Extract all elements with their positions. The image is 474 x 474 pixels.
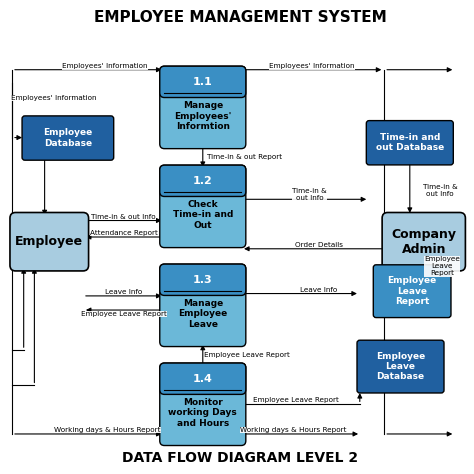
Text: EMPLOYEE MANAGEMENT SYSTEM: EMPLOYEE MANAGEMENT SYSTEM [94,10,386,26]
Text: Order Details: Order Details [295,242,343,248]
FancyBboxPatch shape [357,340,444,393]
Text: Employee
Database: Employee Database [43,128,92,148]
Text: Employee
Leave
Report: Employee Leave Report [388,276,437,306]
Text: Leave Info: Leave Info [301,287,337,293]
FancyBboxPatch shape [160,165,246,197]
FancyBboxPatch shape [160,66,246,149]
FancyBboxPatch shape [10,212,89,271]
Text: Check
Time-in and
Out: Check Time-in and Out [173,200,233,230]
Text: Employee Leave Report: Employee Leave Report [204,352,290,358]
Text: Monitor
working Days
and Hours: Monitor working Days and Hours [168,398,237,428]
Text: Time-in & out Info: Time-in & out Info [91,214,156,220]
Text: 1.2: 1.2 [193,176,213,186]
Text: Working days & Hours Report: Working days & Hours Report [240,427,347,433]
Text: Time-in &
out Info: Time-in & out Info [423,183,457,197]
FancyBboxPatch shape [382,212,465,271]
Text: 1.4: 1.4 [193,374,213,384]
Text: Manage
Employee
Leave: Manage Employee Leave [178,299,228,329]
Text: Employee
Leave
Database: Employee Leave Database [376,352,425,382]
Text: Leave Info: Leave Info [105,289,142,295]
Text: Time-in & out Report: Time-in & out Report [207,154,282,160]
Text: 1.3: 1.3 [193,275,213,285]
FancyBboxPatch shape [22,116,114,160]
Text: Employee
Leave
Report: Employee Leave Report [424,256,460,276]
Text: Attendance Report: Attendance Report [90,230,158,236]
FancyBboxPatch shape [160,264,246,346]
Text: 1.1: 1.1 [193,77,213,87]
FancyBboxPatch shape [160,363,246,446]
FancyBboxPatch shape [160,165,246,247]
Text: Employee: Employee [15,235,83,248]
FancyBboxPatch shape [366,120,453,165]
Text: Manage
Employees'
Informtion: Manage Employees' Informtion [174,101,231,131]
Text: Working days & Hours Report: Working days & Hours Report [54,427,161,433]
Text: Employee Leave Report: Employee Leave Report [81,311,167,317]
FancyBboxPatch shape [160,363,246,394]
FancyBboxPatch shape [160,66,246,98]
Text: Time-in and
out Database: Time-in and out Database [376,133,444,153]
Text: Employees' Information: Employees' Information [11,95,97,101]
Text: Company
Admin: Company Admin [391,228,456,255]
Text: Employees' Information: Employees' Information [269,64,355,69]
Text: Time-in &
out Info: Time-in & out Info [292,188,327,201]
Text: Employee Leave Report: Employee Leave Report [253,397,339,402]
Text: DATA FLOW DIAGRAM LEVEL 2: DATA FLOW DIAGRAM LEVEL 2 [122,451,358,465]
FancyBboxPatch shape [160,264,246,295]
FancyBboxPatch shape [374,265,451,318]
Text: Employees' Information: Employees' Information [63,64,148,69]
